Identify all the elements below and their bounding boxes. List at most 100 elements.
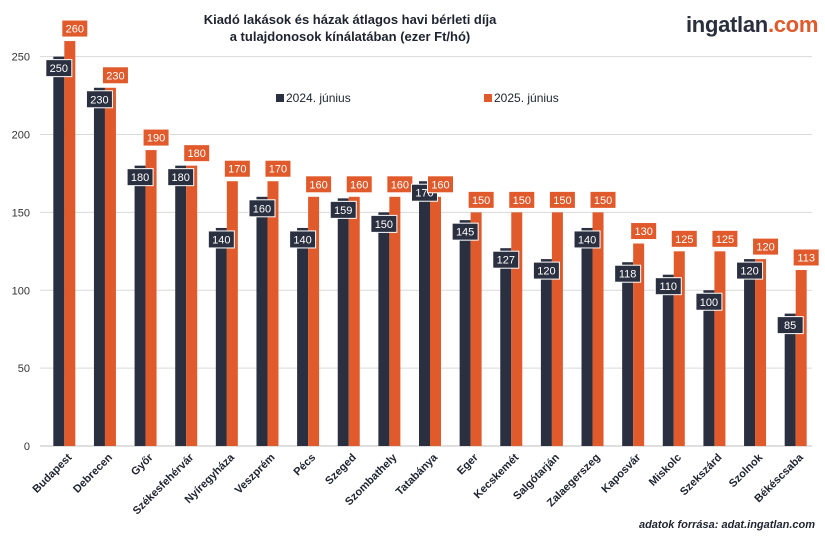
bar-2025: [64, 41, 76, 447]
data-label-2025: 150: [594, 195, 612, 207]
data-label-2024: 140: [212, 234, 230, 246]
data-label-box-2025: [305, 175, 333, 194]
data-label-box-2025: [752, 237, 780, 256]
data-label-box-2024: [736, 261, 764, 280]
legend-label: 2024. június: [286, 91, 351, 105]
data-label-box-2024: [614, 264, 642, 283]
logo-main: ingatlan: [686, 12, 768, 37]
data-label-box-2024: [451, 222, 479, 241]
data-label-box-2025: [264, 159, 292, 178]
y-tick-label: 50: [18, 363, 30, 375]
bar-2025: [389, 196, 401, 446]
data-label-2024: 118: [619, 269, 637, 281]
y-tick-label: 200: [12, 130, 30, 142]
y-tick-label: 250: [12, 52, 30, 64]
data-label-2025: 170: [228, 164, 246, 176]
data-label-2024: 150: [375, 219, 393, 231]
data-label-box-2024: [654, 277, 682, 296]
x-tick-label: Veszprém: [233, 451, 278, 496]
bar-2025: [755, 259, 767, 446]
bar-2024: [93, 87, 105, 447]
data-label-2025: 170: [269, 164, 287, 176]
bar-2024: [175, 165, 187, 446]
data-label-box-2024: [573, 230, 601, 249]
bar-2025: [186, 165, 198, 446]
data-label-box-2025: [711, 229, 739, 248]
x-tick-label: Szekszárd: [678, 452, 725, 499]
data-label-2024: 145: [456, 227, 474, 239]
data-label-2024: 110: [660, 281, 678, 293]
data-label-2025: 125: [716, 234, 734, 246]
bar-2024: [662, 274, 674, 446]
data-label-2025: 120: [756, 242, 774, 254]
data-label-2025: 160: [391, 179, 409, 191]
data-label-box-2025: [345, 175, 373, 194]
data-label-2025: 150: [513, 195, 531, 207]
data-label-2025: 150: [553, 195, 571, 207]
bar-2025: [267, 181, 279, 446]
bar-2024: [500, 248, 512, 446]
x-tick-label: Győr: [129, 451, 156, 478]
x-tick-label: Tatabánya: [394, 451, 441, 498]
data-label-box-2025: [548, 190, 576, 209]
data-label-box-2025: [589, 190, 617, 209]
legend-swatch: [276, 94, 284, 102]
bar-2025: [470, 212, 482, 446]
bar-2025: [795, 270, 807, 446]
data-label-box-2025: [792, 248, 820, 267]
x-tick-label: Eger: [455, 451, 481, 477]
data-label-box-2024: [370, 214, 398, 233]
data-source-note: adatok forrása: adat.ingatlan.com: [638, 519, 815, 531]
bar-2025: [104, 87, 116, 447]
bar-2024: [134, 165, 146, 446]
bar-2024: [540, 259, 552, 446]
bar-2024: [459, 220, 471, 446]
bar-2025: [673, 251, 685, 446]
bar-2025: [592, 212, 604, 446]
data-label-2025: 160: [431, 179, 449, 191]
logo-suffix: .com: [767, 12, 819, 37]
bar-2025: [430, 196, 441, 446]
data-label-2024: 140: [293, 234, 311, 246]
x-tick-label: Kaposvár: [599, 451, 643, 495]
data-label-box-2024: [207, 230, 235, 249]
data-label-2024: 127: [497, 255, 515, 267]
ingatlan-logo: ingatlan.com: [686, 12, 818, 38]
data-label-box-2024: [126, 168, 154, 187]
x-tick-label: Pécs: [292, 452, 319, 479]
data-label-2025: 150: [472, 195, 490, 207]
data-label-2025: 130: [634, 226, 652, 238]
bar-2024: [53, 56, 65, 446]
x-tick-label: Miskolc: [647, 452, 684, 489]
data-label-2025: 125: [675, 234, 693, 246]
bar-2025: [633, 243, 645, 446]
data-label-2024: 230: [90, 94, 108, 106]
y-tick-label: 0: [24, 441, 30, 453]
data-label-2024: 120: [740, 266, 758, 278]
bar-2024: [215, 227, 227, 446]
legend-label: 2025. június: [494, 91, 559, 105]
data-label-2025: 160: [350, 179, 368, 191]
data-label-2024: 159: [334, 205, 352, 217]
bar-2024: [784, 313, 796, 446]
x-tick-label: Szolnok: [727, 451, 766, 490]
data-label-box-2025: [427, 175, 454, 194]
bar-2025: [145, 150, 157, 446]
data-label-box-2025: [467, 190, 495, 209]
data-label-box-2025: [61, 19, 89, 38]
data-label-box-2024: [289, 230, 317, 249]
data-label-box-2025: [508, 190, 536, 209]
bar-2025: [511, 212, 523, 446]
data-label-box-2025: [630, 222, 658, 241]
legend-swatch: [484, 94, 492, 102]
bar-2024: [581, 227, 593, 446]
data-label-box-2024: [532, 261, 560, 280]
bar-2025: [714, 251, 726, 446]
chart-title-line-2: a tulajdonosok kínálatában (ezer Ft/hó): [229, 29, 471, 44]
data-label-2024: 120: [537, 266, 555, 278]
bar-2024: [256, 196, 268, 446]
bar-2025: [348, 196, 360, 446]
data-label-box-2025: [142, 128, 170, 147]
y-tick-label: 150: [12, 207, 30, 219]
